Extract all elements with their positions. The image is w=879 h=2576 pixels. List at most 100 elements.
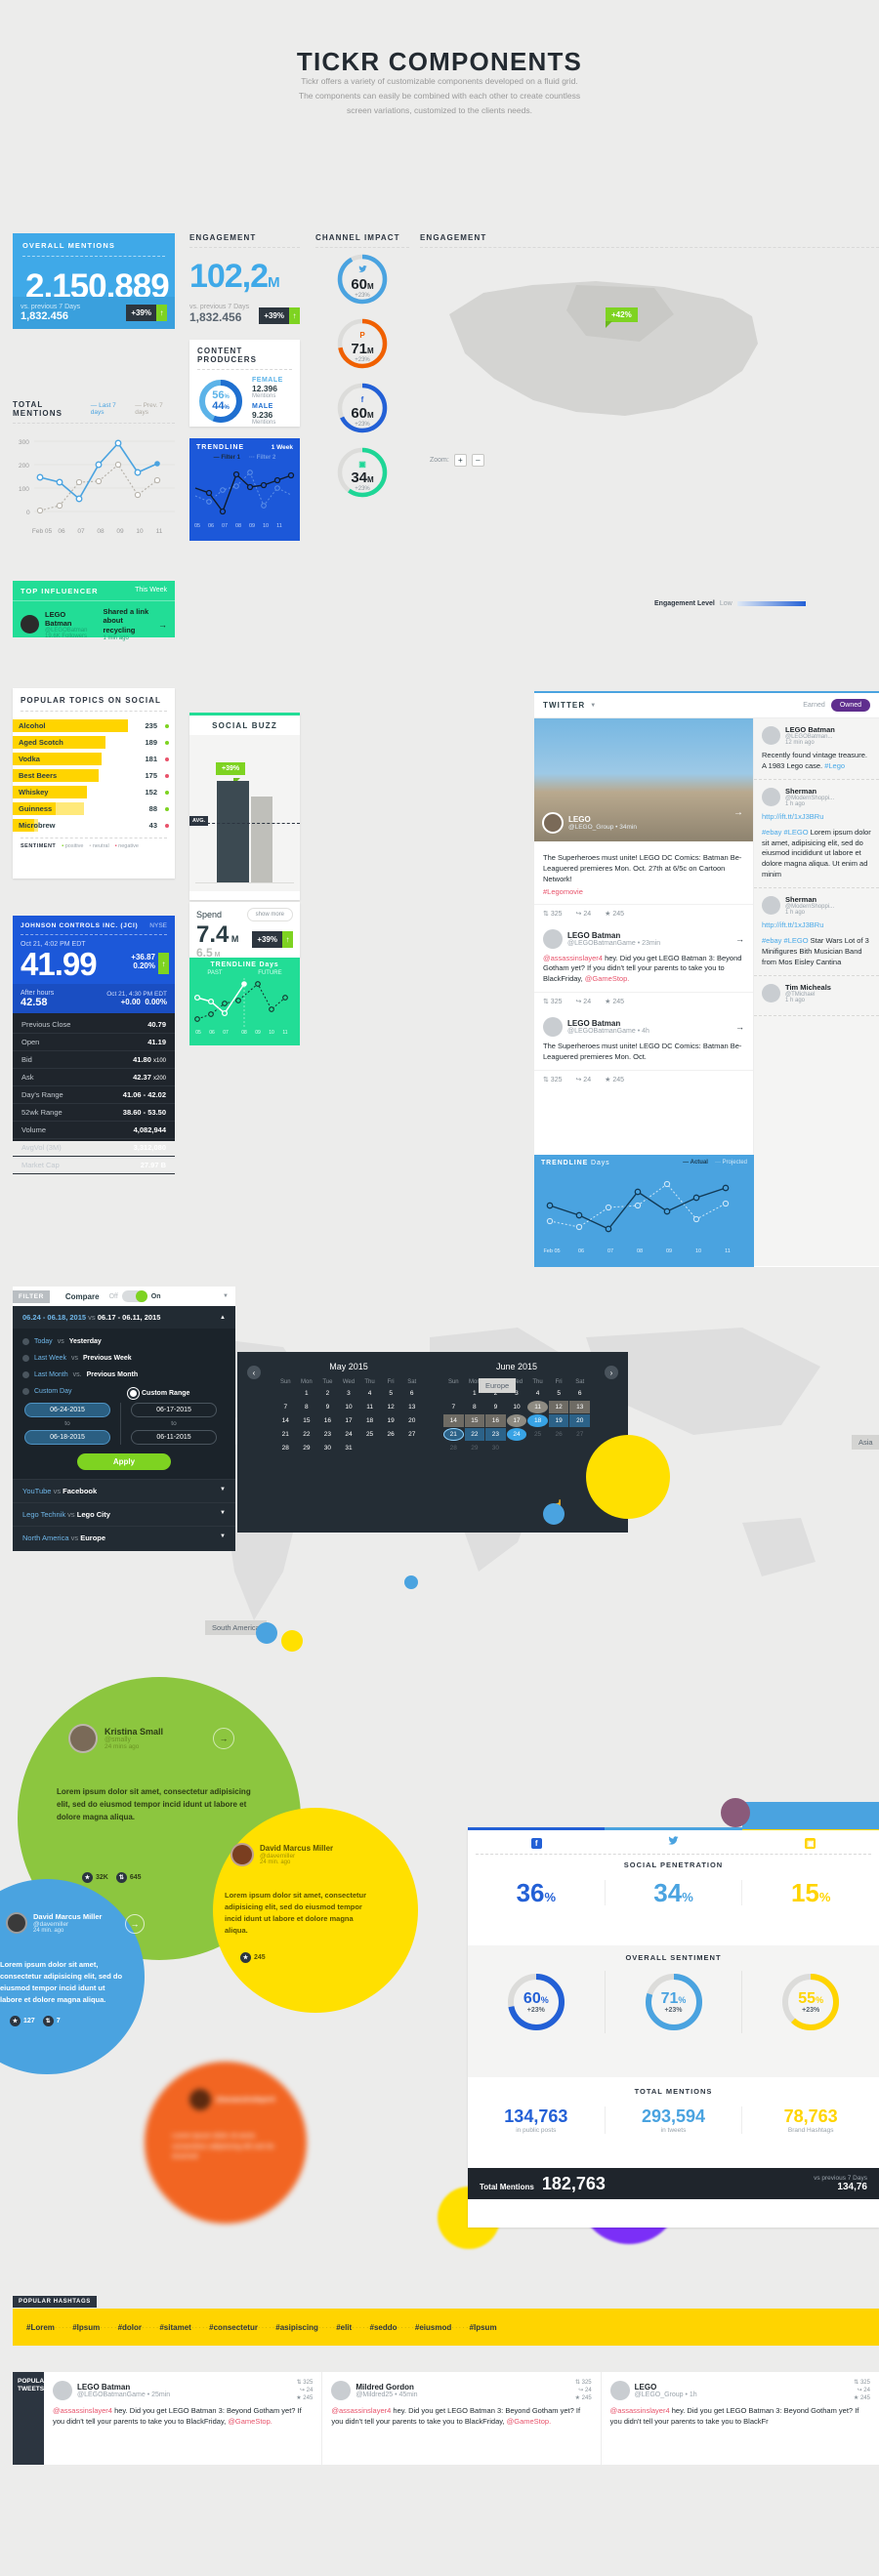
- featured-hashtag[interactable]: #Legomovie: [543, 886, 583, 896]
- filter-range-row[interactable]: 06.24 - 06.18, 2015 vs 06.17 - 06.11, 20…: [22, 1313, 226, 1322]
- legend-projected[interactable]: ··· Projected: [714, 1160, 747, 1165]
- calendar-day[interactable]: 17: [506, 1414, 527, 1427]
- tweet-hashtags[interactable]: #ebay #LEGO Lorem ipsum dolor sit amet, …: [762, 827, 871, 879]
- tweet-link[interactable]: http://ift.tt/1xJ3BRu: [762, 920, 824, 929]
- zoom-in-button[interactable]: +: [453, 454, 467, 467]
- calendar-day[interactable]: 23: [323, 1431, 332, 1438]
- tab-owned[interactable]: Owned: [830, 699, 870, 712]
- calendar-day[interactable]: 14: [281, 1417, 289, 1424]
- topic-row[interactable]: Guinness 88: [13, 800, 175, 817]
- legend-prev7[interactable]: — Prev. 7 days: [135, 402, 163, 416]
- side-tweet-item[interactable]: Sherman @ModernShoppi... 1 h ago http://ift…: [754, 780, 879, 888]
- calendar-day[interactable]: 21: [443, 1428, 464, 1441]
- radio-button[interactable]: [22, 1355, 29, 1362]
- popular-tweet-item[interactable]: LEGO @LEGO_Group • 1h ⇅ 325 ↪ 24 ★ 245 @assas…: [602, 2372, 879, 2465]
- calendar-day[interactable]: 26: [555, 1431, 563, 1438]
- usa-map[interactable]: [430, 256, 781, 441]
- filter-select[interactable]: YouTube vs Facebook ▼: [13, 1479, 235, 1502]
- calendar-day[interactable]: 5: [389, 1390, 393, 1397]
- calendar-day[interactable]: 28: [449, 1445, 457, 1452]
- calendar-day[interactable]: 12: [387, 1404, 395, 1411]
- legend-filter1[interactable]: — Filter 1: [213, 455, 240, 461]
- bubble-david-yellow[interactable]: David Marcus Miller @davemiller 24 min. …: [213, 1808, 418, 2013]
- calendar-day[interactable]: 9: [325, 1404, 330, 1411]
- calendar-day[interactable]: 7: [283, 1404, 288, 1411]
- filter-select[interactable]: North America vs Europe ▼: [13, 1526, 235, 1549]
- arrow-right-icon[interactable]: →: [735, 933, 744, 944]
- chevron-up-icon[interactable]: ▲: [220, 1314, 226, 1321]
- calendar-day[interactable]: 27: [576, 1431, 584, 1438]
- calendar-day[interactable]: 17: [345, 1417, 353, 1424]
- filter-option[interactable]: Last Week vs Previous Week: [13, 1350, 235, 1367]
- calendar-day[interactable]: 14: [443, 1414, 464, 1427]
- arrow-right-icon[interactable]: →: [158, 619, 167, 630]
- hashtag-item[interactable]: #Lorem: [26, 2322, 55, 2332]
- calendar-day[interactable]: 18: [365, 1417, 374, 1424]
- apply-button[interactable]: Apply: [77, 1453, 171, 1470]
- filter-select[interactable]: Lego Technik vs Lego City ▼: [13, 1502, 235, 1526]
- calendar-day[interactable]: 10: [345, 1404, 353, 1411]
- calendar-day[interactable]: 20: [408, 1417, 416, 1424]
- calendar-day[interactable]: 29: [471, 1445, 479, 1452]
- calendar-prev-button[interactable]: ‹: [247, 1366, 261, 1379]
- hashtag-item[interactable]: #elit: [336, 2322, 353, 2332]
- top-influencer-card[interactable]: TOP INFLUENCER This Week LEGO Batman @LE…: [13, 581, 175, 641]
- topic-row[interactable]: Aged Scotch 189: [13, 734, 175, 751]
- calendar-day[interactable]: 30: [491, 1445, 500, 1452]
- channel-donut-facebook[interactable]: f 60M +23%: [315, 381, 409, 435]
- calendar-day[interactable]: 11: [527, 1401, 548, 1413]
- date-to-b[interactable]: 06-11-2015: [131, 1430, 217, 1445]
- chevron-down-icon[interactable]: ▼: [220, 1510, 226, 1516]
- calendar-day[interactable]: 8: [473, 1404, 477, 1411]
- hashtag-item[interactable]: #asipiscing: [275, 2322, 318, 2332]
- chevron-down-icon[interactable]: ▼: [220, 1533, 226, 1539]
- calendar-day[interactable]: 4: [367, 1390, 372, 1397]
- filter-option[interactable]: Last Month vs. Previous Month: [13, 1367, 235, 1383]
- arrow-right-icon[interactable]: →: [125, 1914, 145, 1934]
- calendar-day[interactable]: 16: [485, 1414, 506, 1427]
- calendar-day[interactable]: 23: [485, 1428, 506, 1441]
- tweet-item[interactable]: LEGO Batman @LEGOBatmanGame • 23min → @assa…: [534, 922, 753, 1011]
- zoom-controls[interactable]: Zoom: + –: [430, 454, 484, 467]
- filter-option[interactable]: Today vs Yesterday: [13, 1333, 235, 1350]
- date-from-b[interactable]: 06-17-2015: [131, 1403, 217, 1417]
- hashtag-item[interactable]: #consectetur: [209, 2322, 258, 2332]
- topic-row[interactable]: Microbrew 43: [13, 817, 175, 834]
- tab-facebook[interactable]: f: [468, 1830, 605, 1854]
- zoom-out-button[interactable]: –: [471, 454, 484, 467]
- calendar-day[interactable]: 4: [535, 1390, 540, 1397]
- calendar-day[interactable]: 19: [548, 1414, 569, 1427]
- legend-last7[interactable]: — Last 7 days: [90, 402, 116, 416]
- legend-filter2[interactable]: ··· Filter 2: [249, 455, 276, 461]
- calendar-day[interactable]: 25: [365, 1431, 374, 1438]
- calendar-day[interactable]: 9: [493, 1404, 498, 1411]
- arrow-right-icon[interactable]: →: [735, 1022, 744, 1033]
- calendar-day[interactable]: 13: [408, 1404, 416, 1411]
- calendar-day[interactable]: 5: [557, 1390, 561, 1397]
- calendar-day[interactable]: 2: [325, 1390, 330, 1397]
- channel-donut-twitter[interactable]: 60M +23%: [315, 252, 409, 307]
- calendar-day[interactable]: 30: [323, 1445, 332, 1452]
- calendar-day[interactable]: 16: [323, 1417, 332, 1424]
- chevron-down-icon[interactable]: ▼: [590, 702, 597, 709]
- radio-button[interactable]: [130, 1390, 137, 1397]
- calendar-day[interactable]: 31: [345, 1445, 353, 1452]
- topic-row[interactable]: Whiskey 152: [13, 784, 175, 800]
- calendar-day[interactable]: 6: [409, 1390, 414, 1397]
- arrow-right-icon[interactable]: →: [733, 807, 743, 818]
- calendar-day[interactable]: 29: [303, 1445, 311, 1452]
- radio-button[interactable]: [22, 1338, 29, 1345]
- hashtag-item[interactable]: #seddo: [369, 2322, 398, 2332]
- calendar-day[interactable]: 26: [387, 1431, 395, 1438]
- calendar-day[interactable]: 8: [305, 1404, 309, 1411]
- calendar-day[interactable]: 28: [281, 1445, 289, 1452]
- calendar-day[interactable]: 13: [569, 1401, 590, 1413]
- calendar-day[interactable]: 20: [569, 1414, 590, 1427]
- featured-media[interactable]: LEGO @LEGO_Group • 34min →: [534, 718, 753, 841]
- hashtag-item[interactable]: #dolor: [117, 2322, 143, 2332]
- legend-actual[interactable]: — Actual: [683, 1160, 708, 1165]
- tweet-item[interactable]: LEGO Batman @LEGOBatmanGame • 4h → The Supe…: [534, 1010, 753, 1088]
- compare-toggle[interactable]: [121, 1290, 147, 1302]
- topic-row[interactable]: Vodka 181: [13, 751, 175, 767]
- tab-instagram[interactable]: ▣: [742, 1830, 879, 1854]
